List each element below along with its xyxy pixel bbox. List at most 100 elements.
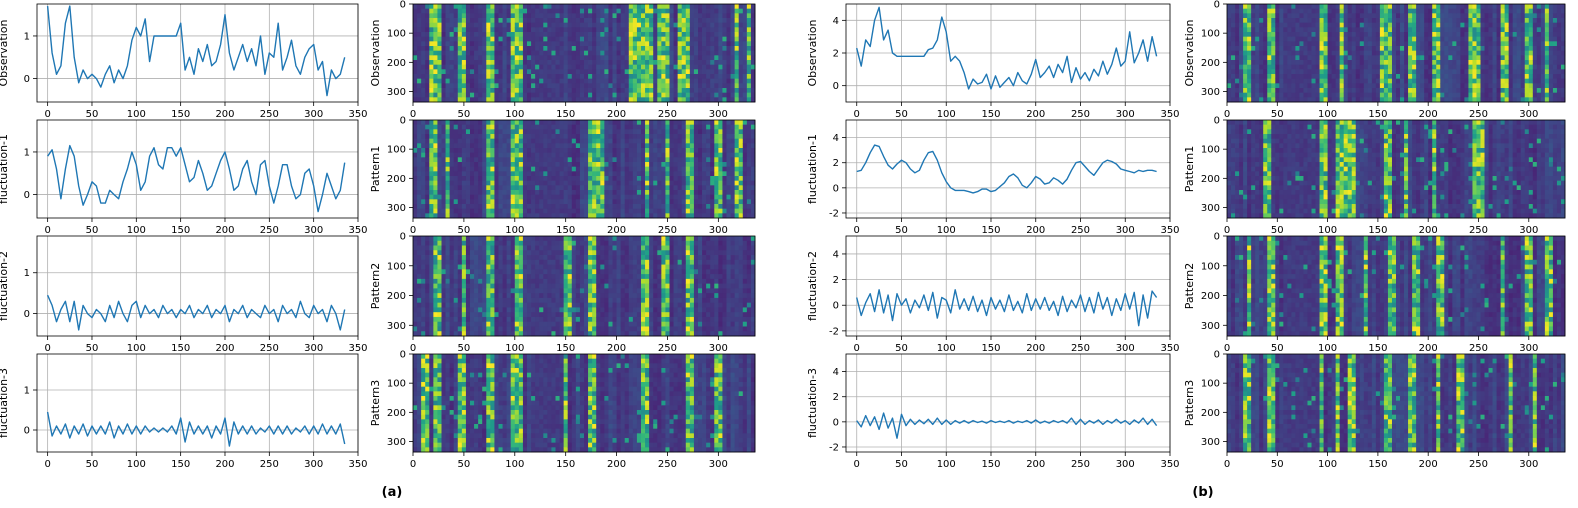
heatmap-cell (555, 185, 560, 191)
heatmap-cell (746, 32, 752, 38)
heatmap-cell (632, 138, 638, 144)
heatmap-cell (563, 302, 569, 308)
heatmap-cell (490, 50, 495, 56)
heatmap-cell (702, 22, 707, 28)
heatmap-cell (506, 69, 512, 75)
heatmap-cell (665, 176, 670, 182)
heatmap-cell (681, 18, 687, 24)
heatmap-cell (588, 171, 593, 177)
heatmap-cell (628, 134, 634, 140)
heatmap-cell (453, 321, 459, 327)
heatmap-cell (636, 32, 642, 38)
heatmap-cell (429, 74, 434, 80)
heatmap-cell (746, 46, 752, 52)
heatmap-cell (604, 245, 609, 251)
heatmap-cell (527, 331, 532, 337)
heatmap-cell (413, 236, 418, 242)
heatmap-cell (714, 64, 719, 70)
heatmap-cell (742, 143, 748, 149)
heatmap-cell (600, 97, 605, 103)
heatmap-cell (689, 171, 695, 177)
heatmap-cell (543, 41, 548, 47)
heatmap-cell (730, 138, 736, 144)
heatmap-cell (681, 124, 687, 130)
heatmap-cell (575, 97, 581, 103)
heatmap-cell (527, 307, 532, 313)
heatmap-cell (461, 255, 467, 261)
heatmap-cell (498, 152, 503, 158)
heatmap-cell (474, 176, 479, 182)
heatmap-cell (547, 190, 552, 196)
heatmap-cell (575, 255, 581, 261)
heatmap-cell (531, 166, 536, 172)
heatmap-cell (641, 129, 646, 135)
heatmap-cell (478, 78, 483, 84)
heatmap-cell (673, 124, 679, 130)
heatmap-cell (714, 74, 719, 80)
heatmap-cell (498, 171, 503, 177)
heatmap-cell (531, 162, 536, 168)
heatmap-cell (698, 208, 703, 214)
heatmap-cell (624, 134, 630, 140)
heatmap-cell (478, 297, 483, 304)
heatmap-cell (714, 22, 719, 28)
heatmap-cell (535, 171, 540, 177)
heatmap-cell (596, 78, 601, 84)
heatmap-cell (563, 236, 569, 242)
heatmap-cell (441, 166, 446, 172)
heatmap-cell (421, 64, 426, 70)
heatmap-cell (620, 120, 626, 126)
heatmap-cell (661, 213, 666, 219)
heatmap-cell (539, 69, 544, 75)
heatmap-cell (588, 64, 593, 70)
heatmap-cell (502, 316, 508, 323)
heatmap-cell (718, 124, 723, 130)
heatmap-cell (449, 307, 455, 313)
heatmap-cell (547, 213, 552, 219)
heatmap-cell (673, 32, 679, 38)
heatmap-cell (653, 69, 658, 75)
heatmap-cell (482, 213, 487, 219)
heatmap-cell (502, 302, 508, 308)
heatmap-cell (608, 326, 613, 332)
heatmap-cell (689, 134, 695, 140)
heatmap-cell (726, 27, 731, 33)
heatmap-cell (421, 190, 426, 196)
heatmap-cell (413, 255, 418, 261)
heatmap-cell (563, 307, 569, 313)
heatmap-cell (571, 297, 577, 304)
heatmap-cell (555, 36, 560, 42)
heatmap-cell (498, 129, 503, 135)
heatmap-cell (461, 293, 467, 299)
heatmap-cell (645, 32, 650, 38)
heatmap-cell (518, 88, 524, 94)
heatmap-cell (421, 152, 426, 158)
heatmap-cell (750, 143, 756, 149)
heatmap-cell (441, 143, 446, 149)
heatmap-cell (547, 74, 552, 80)
heatmap-cell (482, 326, 487, 332)
heatmap-cell (636, 4, 642, 10)
heatmap-cell (698, 199, 703, 205)
heatmap-cell (563, 255, 569, 261)
heatmap-cell (437, 264, 442, 270)
heatmap-cell (543, 152, 548, 158)
heatmap-cell (441, 180, 446, 186)
heatmap-cell (502, 124, 508, 130)
heatmap-cell (465, 162, 471, 168)
heatmap-cell (490, 180, 495, 186)
heatmap-cell (518, 78, 524, 84)
heatmap-cell (661, 152, 666, 158)
heatmap-cell (437, 240, 442, 246)
y-tick-label: -2 (829, 442, 839, 453)
heatmap-cell (722, 166, 727, 172)
heatmap-cell (490, 185, 495, 191)
heatmap-cell (669, 46, 674, 52)
heatmap-cell (685, 134, 691, 140)
heatmap-cell (738, 92, 744, 98)
heatmap-cell (478, 316, 483, 323)
heatmap-cell (571, 274, 577, 280)
heatmap-cell (734, 143, 740, 149)
heatmap-cell (608, 129, 613, 135)
heatmap-cell (571, 64, 577, 70)
